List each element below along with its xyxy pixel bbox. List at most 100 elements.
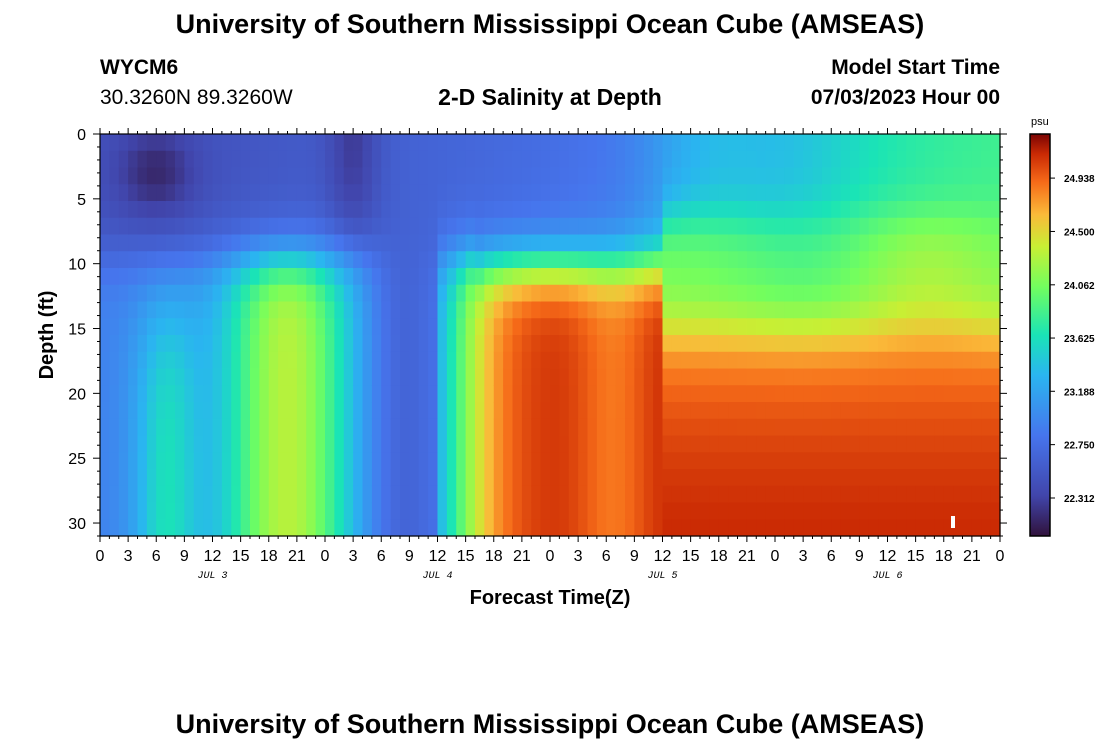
heatmap-cell [728,368,739,386]
heatmap-cell [728,519,739,537]
heatmap-cell [962,351,973,370]
heatmap-cell [784,134,795,152]
heatmap-cell [915,134,926,152]
heatmap-cell [315,301,326,319]
heatmap-cell [737,134,748,152]
heatmap-cell [643,469,654,487]
heatmap-cell [859,385,870,403]
heatmap-cell [709,418,720,437]
heatmap-cell [531,452,542,470]
heatmap-cell [812,201,823,219]
heatmap-cell [446,469,457,487]
heatmap-cell [240,284,251,303]
heatmap-cell [531,418,542,437]
heatmap-cell [934,519,945,537]
heatmap-cell [568,485,579,504]
heatmap-cell [109,184,120,202]
heatmap-cell [934,452,945,470]
heatmap-cell [568,318,579,336]
heatmap-cell [137,502,148,520]
heatmap-cell [184,234,195,252]
heatmap-cell [850,284,860,303]
heatmap-cell [278,485,289,504]
heatmap-cell [775,335,785,353]
heatmap-cell [568,251,579,269]
heatmap-cell [540,502,551,520]
heatmap-cell [746,335,757,353]
heatmap-cell [456,469,467,487]
heatmap-cell [146,418,157,437]
heatmap-cell [821,418,832,437]
heatmap-cell [362,385,373,403]
heatmap-cell [793,469,804,487]
heatmap-cell [475,150,485,169]
heatmap-cell [184,485,195,504]
heatmap-cell [737,368,748,386]
heatmap-cell [540,368,551,386]
heatmap-cell [531,234,542,252]
heatmap-cell [568,335,579,353]
heatmap-cell [746,234,757,252]
heatmap-cell [212,134,223,152]
heatmap-cell [231,485,242,504]
heatmap-cell [671,402,682,420]
heatmap-cell [671,435,682,453]
heatmap-cell [465,385,476,403]
heatmap-cell [437,268,448,286]
heatmap-cell [409,519,420,537]
heatmap-cell [146,402,157,420]
heatmap-cell [296,368,307,386]
heatmap-cell [343,485,354,504]
heatmap-cell [521,184,532,202]
heatmap-cell [390,217,401,236]
heatmap-cell [184,301,195,319]
x-tick-label: 3 [574,548,583,565]
heatmap-cell [840,435,851,453]
heatmap-cell [653,134,664,152]
heatmap-cell [296,134,307,152]
heatmap-cell [231,150,242,169]
heatmap-cell [484,502,495,520]
heatmap-cell [193,452,204,470]
heatmap-cell [943,318,954,336]
heatmap-cell [418,469,429,487]
heatmap-cell [343,284,354,303]
heatmap-cell [353,167,364,185]
heatmap-cell [868,301,879,319]
heatmap-cell [550,134,560,152]
heatmap-cell [531,502,542,520]
heatmap-cell [953,418,964,437]
heatmap-cell [671,452,682,470]
heatmap-cell [165,502,176,520]
heatmap-cell [606,351,617,370]
heatmap-cell [512,134,523,152]
heatmap-cell [850,184,860,202]
heatmap-cell [137,217,148,236]
day-label: JUL 4 [422,571,452,582]
heatmap-cell [718,418,729,437]
heatmap-cell [259,150,270,169]
heatmap-cell [250,201,260,219]
heatmap-cell [268,452,279,470]
heatmap-cell [953,402,964,420]
heatmap-cell [587,351,598,370]
heatmap-cell [578,234,589,252]
heatmap-cell [381,351,392,370]
heatmap-cell [531,301,542,319]
heatmap-cell [728,435,739,453]
heatmap-cell [868,485,879,504]
heatmap-cell [765,418,776,437]
heatmap-cell [653,385,664,403]
heatmap-cell [531,134,542,152]
heatmap-cell [868,385,879,403]
heatmap-cell [653,234,664,252]
y-tick-label: 25 [68,451,86,468]
heatmap-cell [596,184,607,202]
x-tick-label: 21 [288,548,306,565]
heatmap-cell [268,485,279,504]
heatmap-cell [840,418,851,437]
heatmap-cell [643,485,654,504]
heatmap-cell [531,485,542,504]
heatmap-cell [859,469,870,487]
heatmap-cell [231,234,242,252]
